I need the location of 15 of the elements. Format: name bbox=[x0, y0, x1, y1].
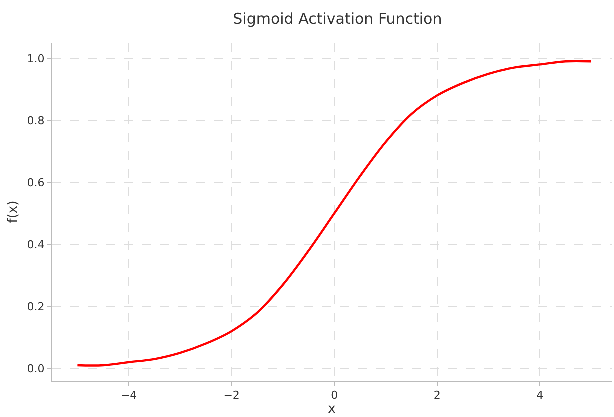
x-axis-title: x bbox=[328, 402, 336, 417]
y-axis-title: f(x) bbox=[6, 200, 22, 224]
y-tick-label: 0.8 bbox=[27, 114, 45, 128]
y-tick-label: 0.0 bbox=[27, 362, 45, 376]
y-tick-label: 0.4 bbox=[27, 238, 45, 252]
x-tick-label: 2 bbox=[434, 389, 441, 402]
x-tick-label: −2 bbox=[224, 389, 240, 402]
x-tick-label: 0 bbox=[331, 389, 338, 402]
y-tick-label: 0.2 bbox=[27, 300, 45, 314]
x-tick-label: −4 bbox=[120, 389, 138, 402]
chart-title: Sigmoid Activation Function bbox=[233, 10, 442, 28]
y-tick-label: 0.6 bbox=[27, 176, 45, 190]
y-tick-label: 1.0 bbox=[27, 52, 45, 66]
x-tick-label: 4 bbox=[536, 389, 544, 402]
line-series bbox=[76, 60, 593, 367]
